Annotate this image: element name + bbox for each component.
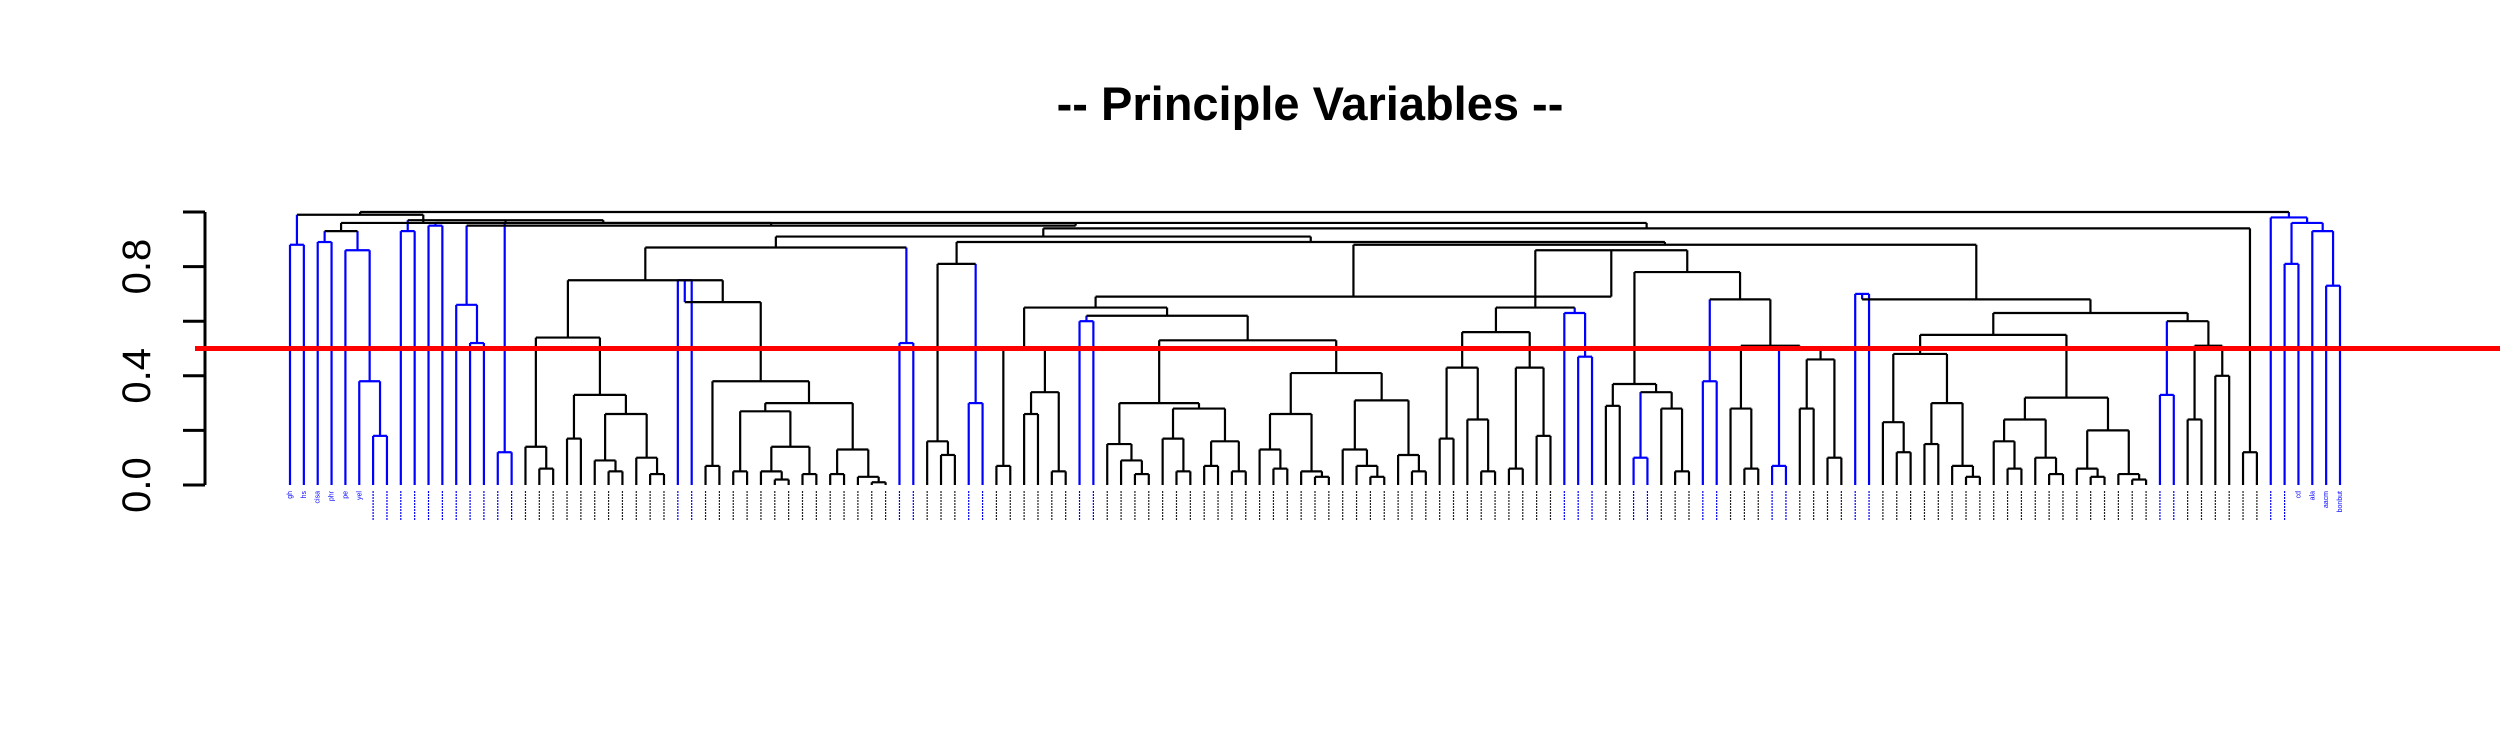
leaf-label: cisa bbox=[315, 491, 322, 504]
y-axis: 0.0 0.4 0.8 bbox=[115, 210, 207, 513]
leaf-label: yel bbox=[356, 491, 363, 500]
leaf-label: pe bbox=[342, 491, 349, 499]
y-tick-label: 0.0 bbox=[115, 457, 159, 513]
dendrogram-tree bbox=[288, 210, 2342, 485]
y-tick-label: 0.8 bbox=[115, 239, 159, 295]
leaf-label: phr bbox=[329, 490, 336, 501]
leaf-label: bonbut bbox=[2337, 491, 2344, 512]
leaf-label: hs bbox=[301, 491, 308, 499]
leaf-label: cd bbox=[2295, 491, 2302, 499]
y-tick-label: 0.4 bbox=[115, 348, 159, 404]
leaf-labels: gh hs cisa phr pe yel cd ala aacm bonbut bbox=[287, 490, 2344, 521]
leaf-label: gh bbox=[287, 491, 294, 499]
leaf-label: ala bbox=[2309, 491, 2316, 500]
leaf-label: aacm bbox=[2323, 491, 2330, 508]
chart-title: -- Principle Variables -- bbox=[1057, 77, 1564, 130]
